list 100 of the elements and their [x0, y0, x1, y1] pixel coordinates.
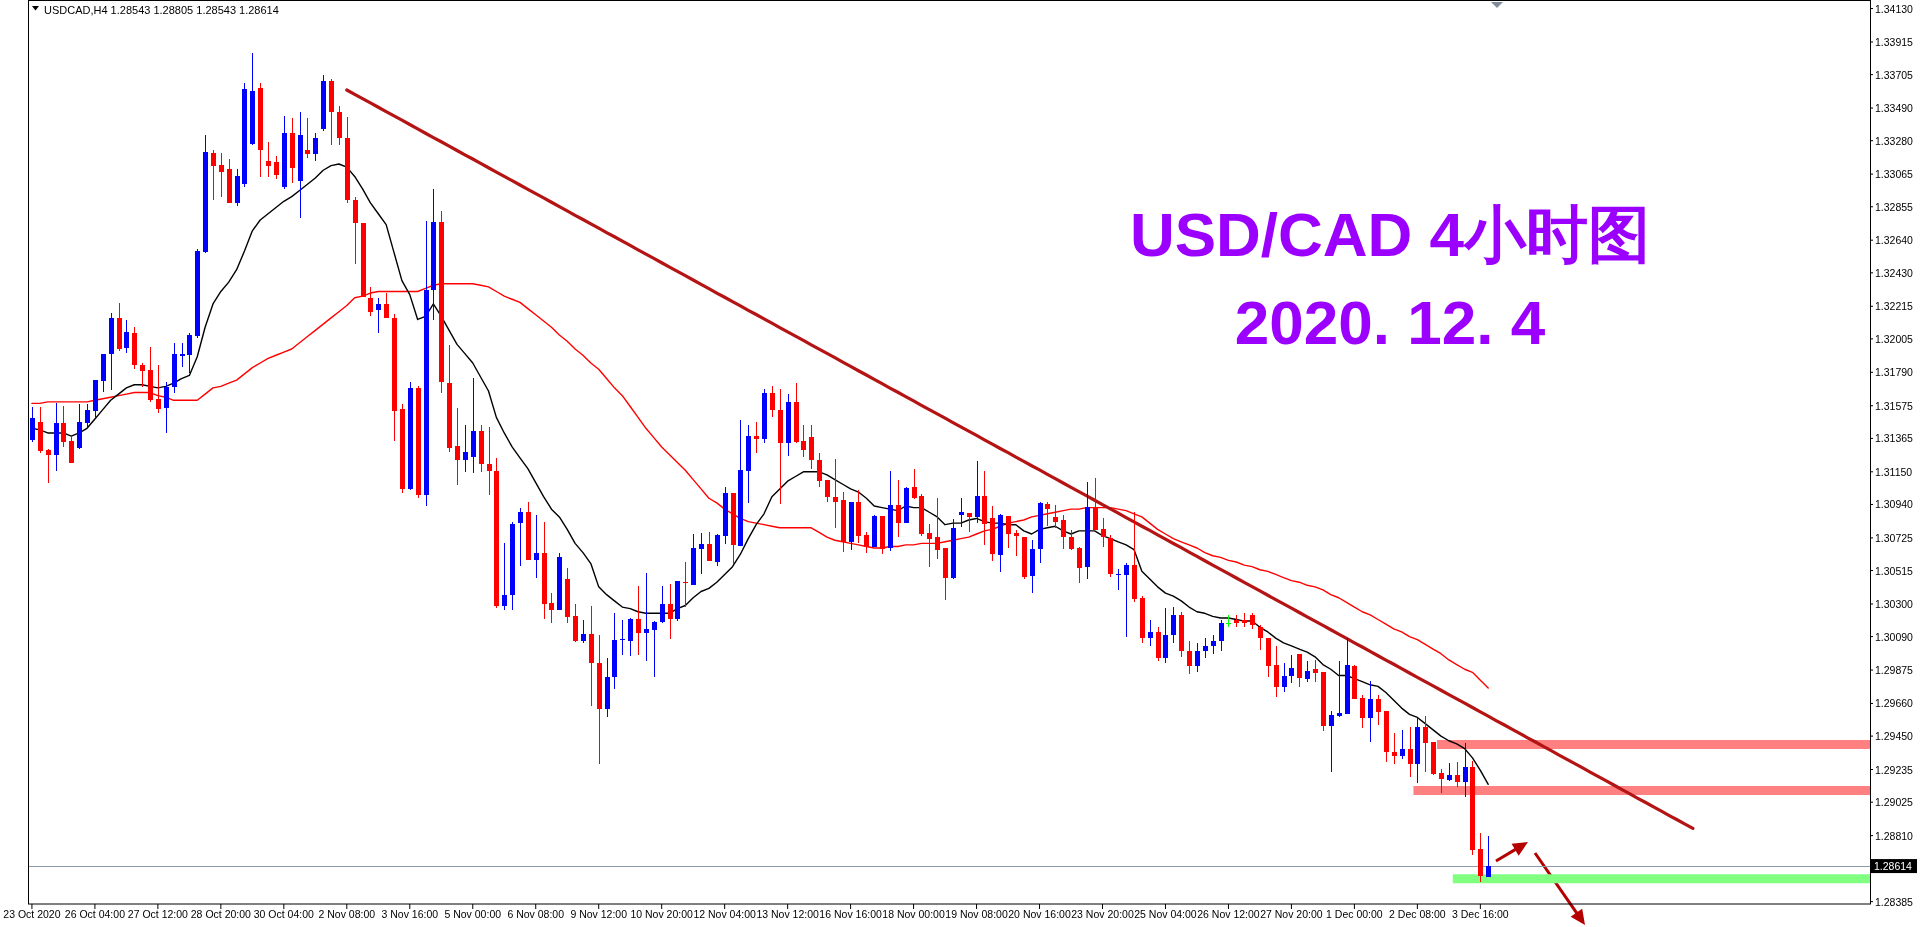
candlestick — [424, 220, 429, 507]
candlestick — [935, 498, 940, 560]
candlestick — [1085, 482, 1090, 580]
candlestick — [321, 75, 326, 132]
candlestick — [1195, 642, 1200, 673]
candlestick — [1337, 661, 1342, 718]
candlestick — [723, 486, 728, 544]
candlestick — [1329, 710, 1334, 772]
candlestick — [1423, 715, 1428, 772]
candlestick — [1463, 742, 1468, 797]
candlestick — [384, 292, 389, 318]
candlestick — [1116, 568, 1121, 590]
annotation: USDCAD,H4 1.28543 1.28805 1.28543 1.28614 — [44, 4, 279, 16]
y-tick-label: 1.33280 — [1875, 134, 1914, 147]
candlestick — [1108, 535, 1113, 578]
candlestick — [919, 494, 924, 537]
candlestick — [794, 383, 799, 444]
candlestick — [691, 534, 696, 585]
candlestick — [841, 491, 846, 552]
candlestick — [510, 521, 515, 611]
candlestick — [549, 592, 554, 623]
candlestick — [1171, 606, 1176, 643]
candlestick — [376, 298, 381, 334]
candlestick — [1148, 619, 1153, 646]
candlestick — [872, 515, 877, 548]
candlestick — [235, 168, 240, 206]
candlestick — [1321, 671, 1326, 731]
candlestick — [298, 111, 303, 218]
candlestick — [809, 425, 814, 470]
candlestick — [1053, 505, 1058, 529]
candlestick — [502, 542, 507, 611]
candlestick — [959, 498, 964, 527]
candlestick — [1360, 694, 1365, 729]
candlestick — [1061, 515, 1066, 550]
y-tick-label: 1.33705 — [1875, 68, 1914, 81]
candlestick — [620, 619, 625, 655]
candlestick — [675, 580, 680, 621]
candlestick — [896, 480, 901, 538]
y-tick-label: 1.31150 — [1875, 465, 1913, 478]
candlestick — [1156, 627, 1161, 662]
candlestick — [612, 612, 617, 690]
candlestick — [117, 303, 122, 351]
candlestick — [967, 513, 972, 532]
x-tick-label: 27 Oct 12:00 — [127, 908, 189, 920]
candlestick — [652, 620, 657, 677]
y-tick-label: 1.33065 — [1875, 168, 1914, 181]
y-tick-label: 1.28810 — [1875, 829, 1914, 842]
x-tick-label: 3 Dec 16:00 — [1452, 908, 1509, 920]
candlestick — [1093, 478, 1098, 531]
candlestick — [305, 117, 310, 159]
candlestick — [801, 425, 806, 457]
candlestick — [1140, 596, 1145, 643]
candlestick — [172, 343, 177, 393]
candlestick — [1368, 680, 1373, 742]
candlestick — [628, 618, 633, 657]
text: USD/CAD 4小时图 — [1129, 200, 1651, 269]
x-tick-label: 23 Oct 2020 — [3, 908, 61, 920]
candlestick — [927, 524, 932, 567]
candlestick — [164, 381, 169, 433]
candlestick — [1305, 661, 1310, 682]
candlestick — [1045, 501, 1050, 527]
candlestick — [258, 83, 263, 177]
candlestick — [329, 79, 334, 145]
candlestick — [565, 567, 570, 623]
candlestick — [368, 286, 373, 316]
y-tick-label: 1.29450 — [1875, 730, 1914, 743]
candlestick — [250, 53, 255, 145]
candlestick — [180, 342, 185, 368]
candlestick — [290, 117, 295, 184]
candlestick — [1470, 760, 1475, 855]
candlestick — [479, 424, 484, 472]
y-tick-label: 1.31790 — [1875, 366, 1914, 379]
candlestick — [1297, 654, 1302, 688]
candlestick — [1203, 638, 1208, 659]
candlestick — [1439, 769, 1444, 793]
y-tick-label: 1.30725 — [1875, 531, 1914, 544]
candlestick — [1187, 641, 1192, 674]
x-tick-label: 1 Dec 00:00 — [1326, 908, 1383, 920]
candlestick — [1455, 761, 1460, 787]
x-tick-label: 25 Nov 04:00 — [1134, 908, 1197, 920]
candlestick — [1415, 718, 1420, 783]
candlestick — [203, 134, 208, 254]
candlestick — [1400, 729, 1405, 759]
candlestick — [54, 403, 59, 471]
candlestick — [1163, 608, 1168, 664]
candlestick — [1014, 530, 1019, 557]
candlestick — [644, 572, 649, 661]
candlestick — [345, 117, 350, 203]
candlestick — [660, 585, 665, 623]
candlestick — [447, 344, 452, 453]
candlestick — [77, 403, 82, 449]
candlestick — [337, 106, 342, 146]
y-tick-label: 1.33490 — [1875, 102, 1914, 115]
x-tick-label: 2 Nov 08:00 — [318, 908, 376, 920]
x-tick-label: 6 Nov 08:00 — [507, 908, 565, 920]
candlestick — [242, 83, 247, 188]
candlestick — [1022, 537, 1027, 580]
candlestick — [904, 486, 909, 523]
candlestick — [1211, 635, 1216, 654]
candlestick — [1258, 624, 1263, 650]
